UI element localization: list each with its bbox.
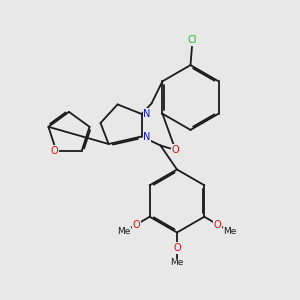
Text: Me: Me xyxy=(224,227,237,236)
Text: Me: Me xyxy=(170,258,184,267)
Text: O: O xyxy=(51,146,59,156)
Text: N: N xyxy=(143,109,151,119)
Text: O: O xyxy=(173,243,181,253)
Text: Me: Me xyxy=(117,227,130,236)
Text: O: O xyxy=(214,220,222,230)
Text: O: O xyxy=(132,220,140,230)
Text: O: O xyxy=(172,145,179,155)
Text: Cl: Cl xyxy=(187,35,197,45)
Text: N: N xyxy=(143,131,151,142)
